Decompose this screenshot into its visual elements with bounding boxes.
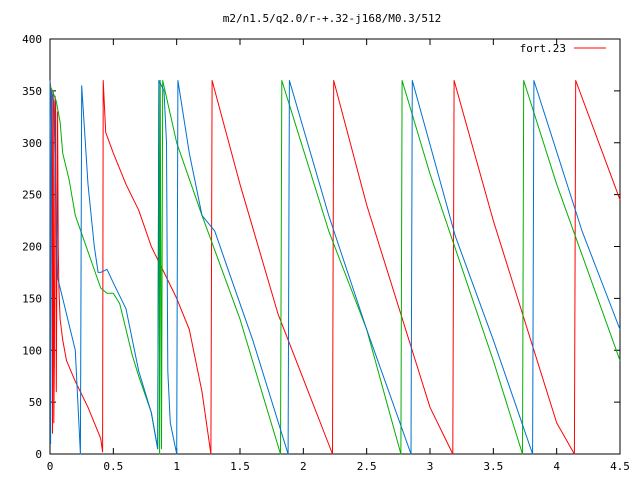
legend: fort.23 — [520, 42, 606, 55]
y-tick-label: 0 — [35, 448, 42, 461]
series-line-3 — [49, 80, 621, 455]
x-tick-label: 0.5 — [103, 460, 123, 473]
y-tick-label: 150 — [22, 292, 42, 305]
x-tick-label: 4 — [553, 460, 560, 473]
chart-title: m2/n1.5/q2.0/r-+.32-j168/M0.3/512 — [223, 12, 442, 25]
x-tick-label: 0 — [47, 460, 54, 473]
x-tick-label: 3 — [427, 460, 434, 473]
series-lines — [49, 80, 621, 455]
y-tick-label: 100 — [22, 344, 42, 357]
x-tick-label: 2.5 — [357, 460, 377, 473]
y-tick-label: 400 — [22, 33, 42, 46]
x-tick-label: 4.5 — [610, 460, 630, 473]
y-tick-label: 350 — [22, 85, 42, 98]
x-tick-label: 3.5 — [483, 460, 503, 473]
x-tick-label: 1.5 — [230, 460, 250, 473]
series-line-1 — [49, 80, 621, 455]
y-tick-label: 50 — [29, 396, 42, 409]
legend-entry-label: fort.23 — [520, 42, 566, 55]
x-tick-label: 1 — [173, 460, 180, 473]
y-tick-label: 250 — [22, 189, 42, 202]
axis-ticks: 0 0.5 1 1.5 2 2.5 3 3.5 4 4.5 0 50 100 150 200 250 300 35… — [22, 33, 630, 473]
x-tick-label: 2 — [300, 460, 307, 473]
y-tick-label: 200 — [22, 241, 42, 254]
y-tick-label: 300 — [22, 137, 42, 150]
series-line-2 — [49, 80, 621, 455]
